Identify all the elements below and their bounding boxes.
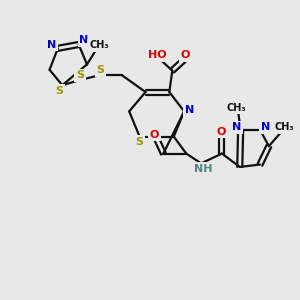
Text: N: N xyxy=(261,122,270,132)
Text: S: S xyxy=(76,70,84,80)
Text: S: S xyxy=(135,137,143,147)
Text: N: N xyxy=(185,105,194,115)
Text: S: S xyxy=(97,65,105,75)
Text: N: N xyxy=(232,122,241,132)
Text: CH₃: CH₃ xyxy=(274,122,294,132)
Text: O: O xyxy=(150,130,159,140)
Text: N: N xyxy=(80,35,88,45)
Text: O: O xyxy=(217,127,226,136)
Text: CH₃: CH₃ xyxy=(227,103,247,113)
Text: O: O xyxy=(180,50,190,61)
Text: NH: NH xyxy=(194,164,213,174)
Text: CH₃: CH₃ xyxy=(89,40,109,50)
Text: N: N xyxy=(47,40,56,50)
Text: S: S xyxy=(55,85,63,96)
Text: HO: HO xyxy=(148,50,166,61)
